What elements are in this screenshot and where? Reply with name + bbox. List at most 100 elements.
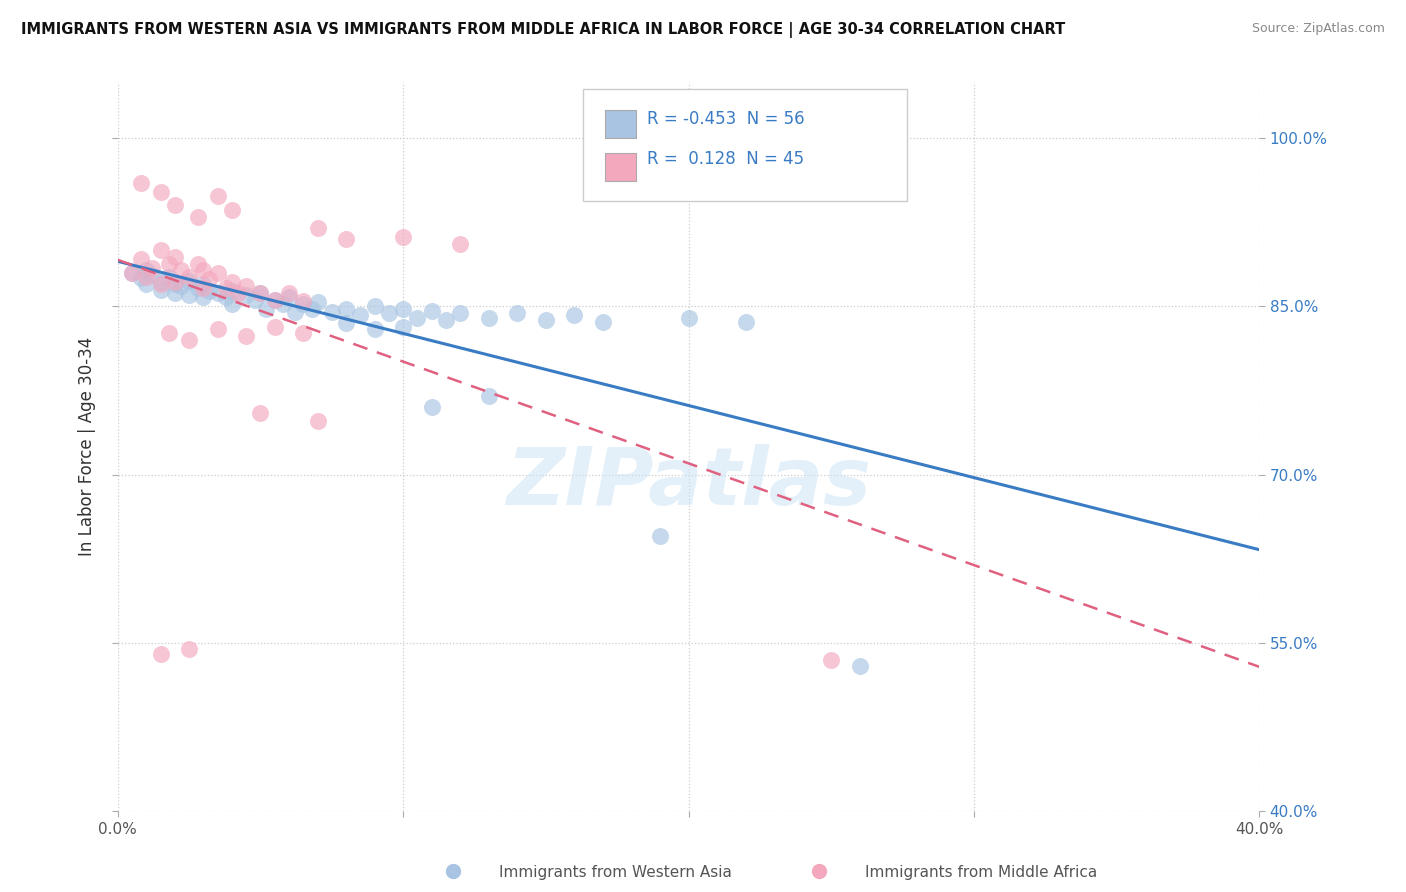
Point bbox=[207, 322, 229, 336]
Point bbox=[187, 281, 209, 295]
Point bbox=[678, 310, 700, 325]
Point bbox=[135, 270, 157, 285]
Point bbox=[129, 271, 152, 285]
Point bbox=[207, 285, 229, 300]
Point bbox=[129, 252, 152, 267]
Point bbox=[478, 389, 501, 403]
Point bbox=[807, 864, 830, 879]
Point bbox=[163, 250, 186, 264]
Point bbox=[564, 309, 586, 323]
Point bbox=[207, 189, 229, 203]
Point bbox=[149, 275, 172, 289]
Point bbox=[243, 293, 266, 307]
Point bbox=[198, 272, 221, 286]
Point bbox=[149, 648, 172, 662]
Point bbox=[249, 285, 271, 300]
Point bbox=[221, 297, 243, 311]
Point bbox=[349, 309, 371, 323]
Point bbox=[169, 279, 191, 293]
Point bbox=[163, 275, 186, 289]
Point bbox=[149, 185, 172, 199]
Point bbox=[149, 277, 172, 291]
Point bbox=[149, 283, 172, 297]
Point bbox=[734, 315, 756, 329]
Text: R =  0.128  N = 45: R = 0.128 N = 45 bbox=[647, 150, 804, 168]
Point bbox=[163, 277, 186, 291]
Point bbox=[392, 301, 415, 316]
Point bbox=[187, 257, 209, 271]
Point bbox=[193, 263, 215, 277]
Point bbox=[420, 304, 443, 318]
Text: Immigrants from Middle Africa: Immigrants from Middle Africa bbox=[865, 865, 1097, 880]
Point bbox=[449, 306, 471, 320]
Point bbox=[235, 288, 257, 302]
Point bbox=[121, 266, 143, 280]
Point bbox=[363, 322, 385, 336]
Y-axis label: In Labor Force | Age 30-34: In Labor Force | Age 30-34 bbox=[79, 337, 96, 557]
Point bbox=[193, 281, 215, 295]
Point bbox=[443, 864, 465, 879]
Point bbox=[278, 290, 301, 304]
Point bbox=[301, 301, 323, 316]
Point bbox=[392, 319, 415, 334]
Point bbox=[478, 310, 501, 325]
Point bbox=[221, 202, 243, 217]
Point bbox=[221, 275, 243, 289]
Point bbox=[235, 328, 257, 343]
Point bbox=[169, 263, 191, 277]
Text: ZIPatlas: ZIPatlas bbox=[506, 444, 872, 522]
Point bbox=[254, 301, 277, 316]
Point bbox=[321, 305, 343, 319]
Point bbox=[263, 293, 285, 307]
Point bbox=[141, 261, 163, 276]
Point bbox=[434, 313, 457, 327]
Point bbox=[335, 301, 357, 316]
Point bbox=[335, 316, 357, 330]
Point bbox=[221, 284, 243, 298]
Point bbox=[592, 315, 614, 329]
Point bbox=[121, 266, 143, 280]
Point bbox=[235, 279, 257, 293]
Point bbox=[187, 210, 209, 224]
Point bbox=[179, 288, 201, 302]
Point bbox=[135, 263, 157, 277]
Point bbox=[226, 285, 249, 300]
Point bbox=[157, 270, 180, 285]
Point bbox=[307, 294, 329, 309]
Point bbox=[249, 406, 271, 420]
Point bbox=[179, 270, 201, 285]
Point bbox=[307, 414, 329, 428]
Point bbox=[179, 641, 201, 656]
Point bbox=[335, 232, 357, 246]
Point bbox=[163, 198, 186, 212]
Text: R = -0.453  N = 56: R = -0.453 N = 56 bbox=[647, 110, 804, 128]
Point bbox=[135, 277, 157, 291]
Point bbox=[392, 229, 415, 244]
Point bbox=[273, 297, 295, 311]
Point bbox=[263, 319, 285, 334]
Point bbox=[149, 244, 172, 258]
Point bbox=[193, 277, 215, 291]
Point bbox=[129, 176, 152, 190]
Point bbox=[207, 266, 229, 280]
Point bbox=[292, 297, 315, 311]
Point bbox=[179, 333, 201, 347]
Point bbox=[307, 220, 329, 235]
Point bbox=[849, 658, 872, 673]
Point bbox=[292, 326, 315, 341]
Point bbox=[141, 268, 163, 282]
Text: Immigrants from Western Asia: Immigrants from Western Asia bbox=[499, 865, 733, 880]
Point bbox=[534, 313, 557, 327]
Point bbox=[506, 306, 529, 320]
Point bbox=[215, 281, 238, 295]
Point bbox=[363, 299, 385, 313]
Point bbox=[648, 529, 671, 543]
Point bbox=[284, 305, 307, 319]
Point bbox=[215, 290, 238, 304]
Point bbox=[278, 285, 301, 300]
Point bbox=[449, 236, 471, 251]
Point bbox=[157, 326, 180, 341]
Point bbox=[157, 257, 180, 271]
Point bbox=[179, 274, 201, 288]
Text: IMMIGRANTS FROM WESTERN ASIA VS IMMIGRANTS FROM MIDDLE AFRICA IN LABOR FORCE | A: IMMIGRANTS FROM WESTERN ASIA VS IMMIGRAN… bbox=[21, 22, 1066, 38]
